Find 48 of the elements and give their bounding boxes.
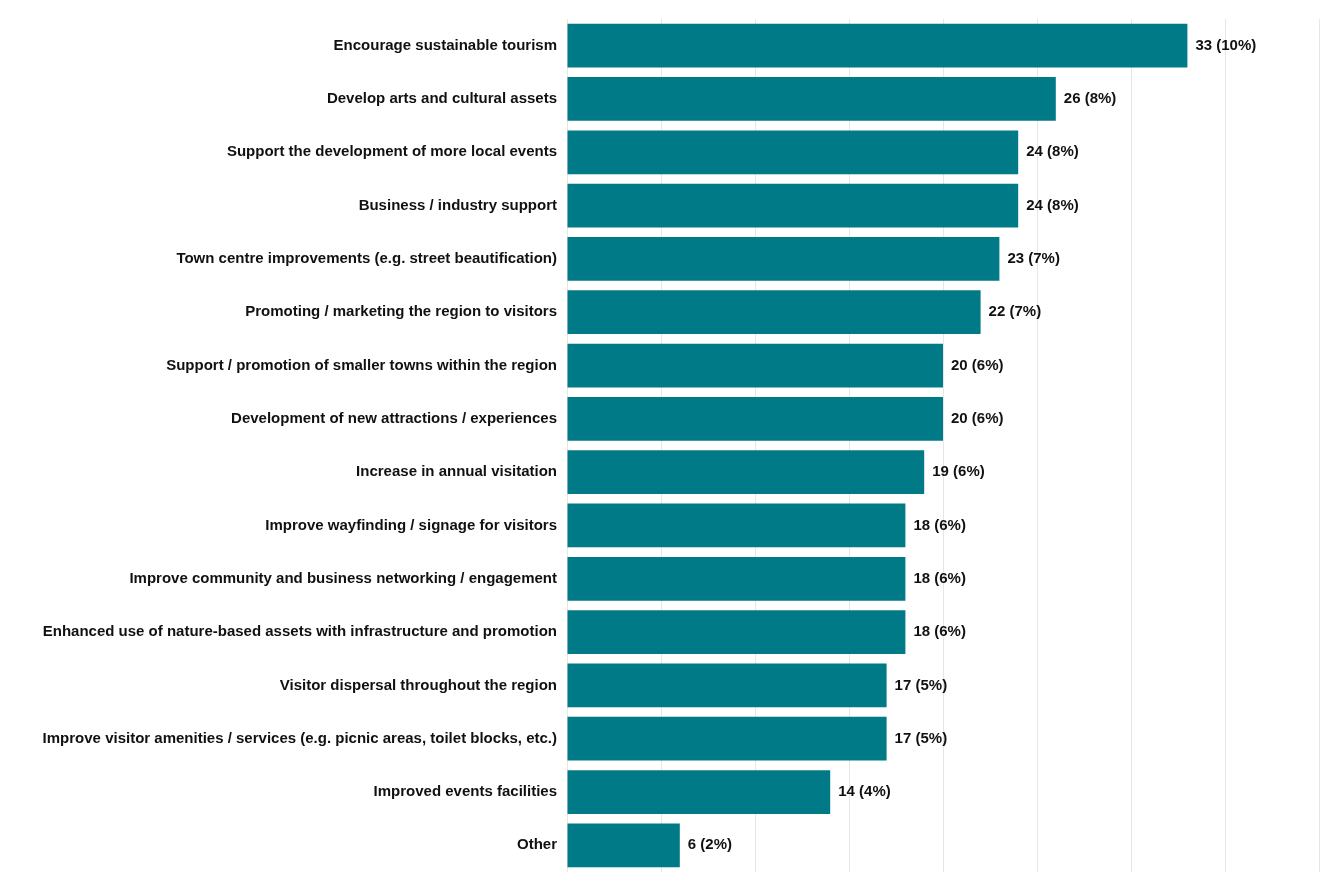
y-tick-label: Business / industry support [358, 195, 557, 213]
data-label: 17 (5%) [894, 675, 948, 693]
data-label: 23 (7%) [1007, 249, 1060, 267]
data-label: 17 (5%) [894, 728, 948, 746]
y-tick-label: Develop arts and cultural assets [326, 89, 557, 107]
bar [567, 290, 981, 335]
bar [567, 183, 1019, 228]
data-label: 18 (6%) [913, 622, 966, 640]
y-tick-label: Visitor dispersal throughout the region [279, 675, 557, 693]
bar [567, 610, 906, 654]
bar [567, 23, 1188, 68]
data-label: 22 (7%) [988, 302, 1042, 320]
data-label: 33 (10%) [1195, 35, 1257, 53]
y-tick-label: Improve visitor amenities / services (e.g. picnic areas, toilet blocks, etc.) [42, 728, 557, 746]
y-tick-label: Support the development of more local events [226, 142, 557, 160]
data-label: 24 (8%) [1026, 195, 1079, 213]
bar [567, 396, 943, 441]
data-label: 20 (6%) [951, 408, 1004, 426]
data-label: 18 (6%) [913, 515, 966, 533]
data-label: 18 (6%) [913, 568, 966, 586]
y-tick-label: Promoting / marketing the region to visitors [245, 302, 557, 320]
y-tick-label: Other [516, 835, 558, 853]
y-tick-label: Improve community and business networking / engagement [129, 568, 557, 586]
y-tick-label: Enhanced use of nature-based assets with infrastructure and promotion [42, 622, 557, 640]
y-tick-label: Increase in annual visitation [356, 462, 557, 480]
bar [567, 237, 1000, 281]
y-tick-label: Improve wayfinding / signage for visitors [265, 515, 557, 533]
data-label: 6 (2%) [687, 835, 732, 853]
bar [567, 130, 1019, 175]
data-label: 20 (6%) [951, 355, 1004, 373]
data-label: 14 (4%) [838, 782, 891, 800]
data-label: 24 (8%) [1026, 142, 1079, 160]
bar [567, 663, 887, 708]
data-label: 19 (6%) [932, 462, 985, 480]
data-label: 26 (8%) [1063, 89, 1117, 107]
bar [567, 503, 906, 548]
y-tick-label: Development of new attractions / experiences [231, 408, 557, 426]
bar [567, 716, 887, 761]
y-tick-label: Town centre improvements (e.g. street beautification) [176, 249, 557, 267]
bar [567, 823, 680, 868]
bar [567, 556, 906, 601]
y-tick-label: Encourage sustainable tourism [333, 35, 557, 53]
y-tick-label: Improved events facilities [373, 782, 557, 800]
y-tick-label: Support / promotion of smaller towns within the region [166, 355, 557, 373]
bar [567, 343, 943, 388]
bar [567, 77, 1056, 121]
bar [567, 450, 925, 495]
bar [567, 770, 831, 814]
